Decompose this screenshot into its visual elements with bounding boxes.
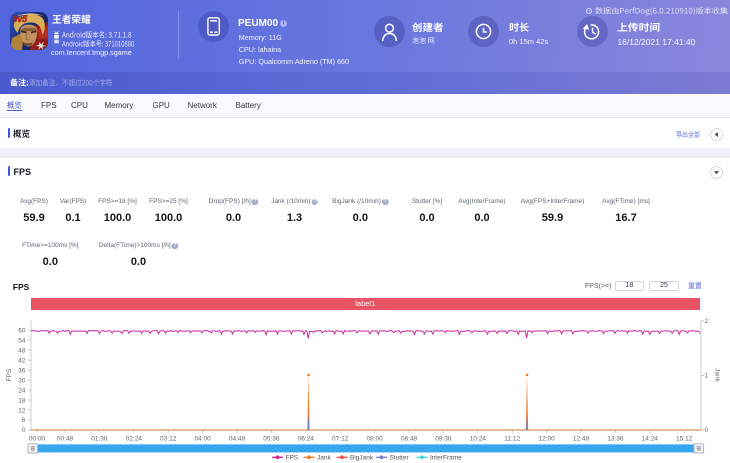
svg-text:04:48: 04:48 <box>229 435 246 442</box>
svg-text:07:12: 07:12 <box>332 435 349 442</box>
svg-text:01:36: 01:36 <box>91 435 108 442</box>
svg-text:13:36: 13:36 <box>607 435 624 442</box>
svg-text:05:36: 05:36 <box>263 435 280 442</box>
svg-text:6: 6 <box>22 417 26 424</box>
svg-text:00:48: 00:48 <box>57 435 74 442</box>
svg-text:12:00: 12:00 <box>538 435 555 442</box>
svg-text:42: 42 <box>18 357 26 364</box>
svg-text:18: 18 <box>18 397 26 404</box>
svg-text:06:24: 06:24 <box>298 435 315 442</box>
svg-text:12: 12 <box>18 407 26 414</box>
svg-text:14:24: 14:24 <box>642 435 659 442</box>
svg-text:10:24: 10:24 <box>470 435 487 442</box>
svg-text:08:48: 08:48 <box>401 435 418 442</box>
svg-text:08:00: 08:00 <box>366 435 383 442</box>
svg-text:Stutter: Stutter <box>390 455 410 462</box>
svg-text:5v5: 5v5 <box>12 14 28 24</box>
svg-text:60: 60 <box>18 328 26 335</box>
svg-text:1: 1 <box>705 373 709 380</box>
svg-text:15:12: 15:12 <box>676 435 693 442</box>
svg-text:0: 0 <box>22 427 26 434</box>
svg-text:48: 48 <box>18 347 26 354</box>
svg-text:54: 54 <box>18 338 26 345</box>
svg-text:24: 24 <box>18 387 26 394</box>
svg-text:FPS: FPS <box>6 368 13 381</box>
svg-text:09:36: 09:36 <box>435 435 452 442</box>
svg-text:02:24: 02:24 <box>126 435 143 442</box>
svg-text:0: 0 <box>705 427 709 434</box>
svg-text:00:00: 00:00 <box>29 435 46 442</box>
svg-text:36: 36 <box>18 367 26 374</box>
svg-text:Jank: Jank <box>714 368 721 382</box>
svg-text:Jank: Jank <box>317 455 331 462</box>
svg-text:InterFrame: InterFrame <box>430 455 462 462</box>
svg-text:04:00: 04:00 <box>194 435 211 442</box>
svg-text:11:12: 11:12 <box>504 435 520 442</box>
svg-text:FPS: FPS <box>286 455 299 462</box>
svg-text:BigJank: BigJank <box>350 455 374 462</box>
svg-text:2: 2 <box>705 318 709 325</box>
svg-text:12:48: 12:48 <box>573 435 590 442</box>
svg-text:03:12: 03:12 <box>160 435 177 442</box>
svg-text:30: 30 <box>18 377 26 384</box>
